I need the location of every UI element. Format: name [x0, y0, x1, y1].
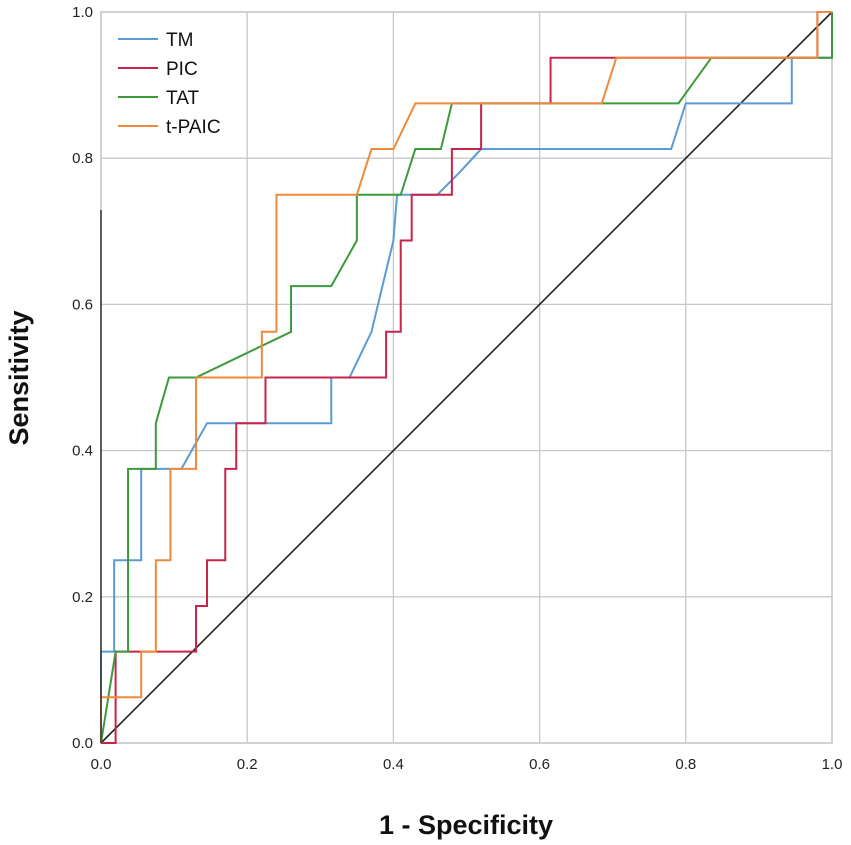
y-tick-label-4: 0.8 — [72, 150, 93, 167]
legend-label-tpaic: t-PAIC — [166, 117, 221, 138]
y-axis-title: Sensitivity — [4, 310, 34, 445]
legend-label-tat: TAT — [166, 88, 199, 109]
x-tick-label-4: 0.8 — [675, 756, 696, 773]
x-axis-title: 1 - Specificity — [379, 810, 553, 840]
series-line-pic — [101, 11, 832, 744]
legend: TM PIC TAT t-PAIC — [118, 30, 221, 138]
legend-label-pic: PIC — [166, 59, 198, 80]
x-tick-label-5: 1.0 — [822, 756, 843, 773]
reference-line-group — [100, 11, 833, 744]
y-tick-label-0: 0.0 — [72, 735, 93, 752]
tick-labels: 0.0 0.2 0.4 0.6 0.8 1.0 0.0 0.2 0.4 0.6 0.8 1.0 — [72, 4, 842, 773]
series-line-tm — [100, 56, 832, 743]
x-tick-label-2: 0.4 — [383, 756, 404, 773]
reference-diagonal-line — [100, 11, 833, 744]
y-tick-label-5: 1.0 — [72, 4, 93, 21]
series-line-tpaic — [100, 11, 832, 743]
x-tick-label-3: 0.6 — [529, 756, 550, 773]
x-tick-label-1: 0.2 — [237, 756, 258, 773]
y-tick-label-3: 0.6 — [72, 296, 93, 313]
y-tick-label-2: 0.4 — [72, 443, 93, 460]
y-tick-label-1: 0.2 — [72, 589, 93, 606]
x-tick-label-0: 0.0 — [91, 756, 112, 773]
series-line-tat — [100, 12, 833, 744]
series-group — [100, 11, 833, 744]
legend-label-tm: TM — [166, 30, 193, 51]
